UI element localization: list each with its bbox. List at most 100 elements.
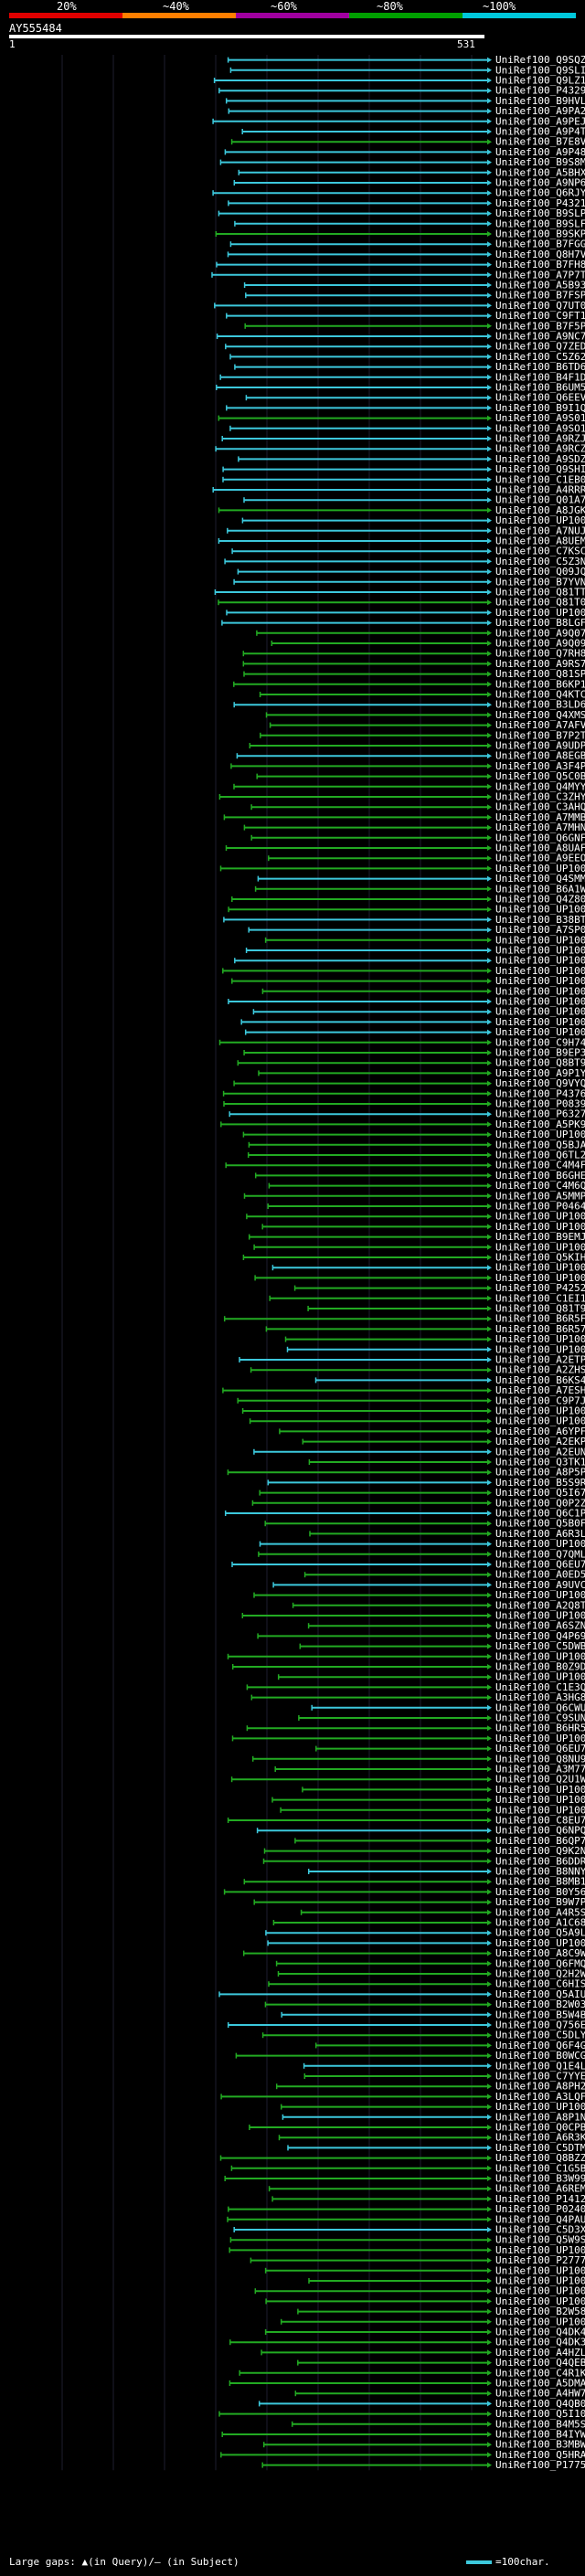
hit-label[interactable]: UniRef100_Q4SMM9 [495, 873, 585, 885]
hit-label[interactable]: UniRef100_A9PA24 [495, 105, 585, 117]
hit-label[interactable]: UniRef100_UP1000... [495, 1006, 585, 1018]
hit-label[interactable]: UniRef100_Q9SQZ1 [495, 54, 585, 66]
hit-label[interactable]: UniRef100_A8PH23 [495, 2081, 585, 2093]
hit-label[interactable]: UniRef100_A9NP61 [495, 177, 585, 189]
hit-label[interactable]: UniRef100_B2W581 [495, 2306, 585, 2317]
hit-label[interactable]: UniRef100_Q5HRA9 [495, 2449, 585, 2461]
hit-label[interactable]: UniRef100_B6UM57 [495, 382, 585, 394]
hit-label[interactable]: UniRef100_A5DMA7 [495, 2378, 585, 2390]
hit-label[interactable]: UniRef100_A7SP04 [495, 924, 585, 936]
hit-label[interactable]: UniRef100_A3HG84 [495, 1691, 585, 1703]
hit-label[interactable]: UniRef100_Q2U1W0 [495, 1774, 585, 1786]
hit-label[interactable]: UniRef100_A5BHX1 [495, 166, 585, 178]
hit-label[interactable]: UniRef100_UP1000... [495, 1589, 585, 1601]
hit-label[interactable]: UniRef100_UP1000... [495, 2101, 585, 2113]
hit-label[interactable]: UniRef100_Q6F4G7 [495, 2040, 585, 2051]
hit-label[interactable]: UniRef100_A5B935 [495, 280, 585, 292]
hit-label[interactable]: UniRef100_B0WCG2 [495, 2050, 585, 2062]
hit-label[interactable]: UniRef100_Q6FMQ4 [495, 1957, 585, 1969]
hit-label[interactable]: UniRef100_A2ETP2 [495, 1354, 585, 1366]
hit-label[interactable]: UniRef100_UP1000... [495, 965, 585, 977]
hit-label[interactable]: UniRef100_Q6RJY3 [495, 187, 585, 199]
hit-label[interactable]: UniRef100_C5DTM6 [495, 2142, 585, 2154]
hit-label[interactable]: UniRef100_Q6EU76 [495, 1559, 585, 1571]
hit-label[interactable]: UniRef100_P43768 [495, 1087, 585, 1099]
hit-label[interactable]: UniRef100_A2Q8T3 [495, 1599, 585, 1611]
hit-label[interactable]: UniRef100_B5W4B0 [495, 2009, 585, 2020]
hit-label[interactable]: UniRef100_Q4DK39 [495, 2337, 585, 2348]
hit-label[interactable]: UniRef100_UP1000... [495, 945, 585, 957]
hit-label[interactable]: UniRef100_B9SKPO [495, 228, 585, 240]
hit-label[interactable]: UniRef100_A8P1N0 [495, 2111, 585, 2123]
hit-label[interactable]: UniRef100_UP1000... [495, 1333, 585, 1345]
hit-label[interactable]: UniRef100_UP1000... [495, 1211, 585, 1223]
hit-label[interactable]: UniRef100_Q6C1P8 [495, 1508, 585, 1520]
hit-label[interactable]: UniRef100_UP1000... [495, 2295, 585, 2307]
hit-label[interactable]: UniRef100_A1C682 [495, 1917, 585, 1929]
hit-label[interactable]: UniRef100_C4R1K0 [495, 2367, 585, 2379]
hit-label[interactable]: UniRef100_Q5AIU0 [495, 1988, 585, 2000]
hit-label[interactable]: UniRef100_UP1000... [495, 2285, 585, 2297]
hit-label[interactable]: UniRef100_UP1000... [495, 607, 585, 619]
hit-label[interactable]: UniRef100_A9PEJ6 [495, 115, 585, 127]
hit-label[interactable]: UniRef100_Q4QB06 [495, 2398, 585, 2410]
hit-label[interactable]: UniRef100_Q8BT90 [495, 1057, 585, 1069]
hit-label[interactable]: UniRef100_Q5W9S8 [495, 2234, 585, 2246]
hit-label[interactable]: UniRef100_A9RS70 [495, 658, 585, 670]
hit-label[interactable]: UniRef100_A9S013 [495, 412, 585, 424]
hit-label[interactable]: UniRef100_A6SZN2 [495, 1620, 585, 1632]
hit-label[interactable]: UniRef100_B6TD60 [495, 361, 585, 373]
hit-label[interactable]: UniRef100_UP1000... [495, 863, 585, 875]
hit-label[interactable]: UniRef100_A3M776 [495, 1764, 585, 1776]
hit-label[interactable]: UniRef100_B5S9R2 [495, 1477, 585, 1489]
hit-label[interactable]: UniRef100_C9SUN2 [495, 1712, 585, 1724]
hit-label[interactable]: UniRef100_B0Y566 [495, 1886, 585, 1898]
hit-label[interactable]: UniRef100_Q9LZ17 [495, 75, 585, 87]
hit-label[interactable]: UniRef100_B3MBW0 [495, 2439, 585, 2451]
hit-label[interactable]: UniRef100_UP1000... [495, 985, 585, 997]
hit-label[interactable]: UniRef100_Q6TL29 [495, 1150, 585, 1161]
hit-label[interactable]: UniRef100_B4IYW4 [495, 2429, 585, 2441]
hit-label[interactable]: UniRef100_Q01A77 [495, 494, 585, 506]
hit-label[interactable]: UniRef100_C3AHQ9 [495, 801, 585, 813]
hit-label[interactable]: UniRef100_Q81TT1 [495, 587, 585, 599]
hit-label[interactable]: UniRef100_Q9VYQ6 [495, 1077, 585, 1089]
hit-label[interactable]: UniRef100_C5Z3N4 [495, 556, 585, 567]
hit-label[interactable]: UniRef100_A8C9W2 [495, 1947, 585, 1959]
hit-label[interactable]: UniRef100_B8MB17 [495, 1876, 585, 1888]
hit-label[interactable]: UniRef100_B6A1W3 [495, 883, 585, 895]
hit-label[interactable]: UniRef100_A9P1Y2 [495, 1067, 585, 1079]
hit-label[interactable]: UniRef100_Q81T02 [495, 597, 585, 609]
hit-label[interactable]: UniRef100_Q5I676 [495, 1487, 585, 1499]
hit-label[interactable]: UniRef100_UP1000... [495, 1272, 585, 1284]
hit-label[interactable]: UniRef100_UP1000... [495, 1343, 585, 1355]
hit-label[interactable]: UniRef100_UP1000... [495, 934, 585, 946]
hit-label[interactable]: UniRef100_Q756E6 [495, 2019, 585, 2031]
hit-label[interactable]: UniRef100_A8P5P3 [495, 1467, 585, 1479]
hit-label[interactable]: UniRef100_C7KSC2 [495, 546, 585, 557]
hit-label[interactable]: UniRef100_A7P7T1 [495, 269, 585, 281]
hit-label[interactable]: UniRef100_Q5I107 [495, 2408, 585, 2420]
hit-label[interactable]: UniRef100_B9I1Q1 [495, 402, 585, 414]
hit-label[interactable]: UniRef100_Q81SP1 [495, 668, 585, 680]
hit-label[interactable]: UniRef100_B4F1D1 [495, 371, 585, 383]
hit-label[interactable]: UniRef100_A3F4P3 [495, 760, 585, 772]
hit-label[interactable]: UniRef100_Q81T96 [495, 1303, 585, 1315]
hit-label[interactable]: UniRef100_P14127 [495, 2193, 585, 2205]
hit-label[interactable]: UniRef100_B7FH86 [495, 259, 585, 270]
hit-label[interactable]: UniRef100_Q6CWU3 [495, 1701, 585, 1713]
hit-label[interactable]: UniRef100_UP1000... [495, 955, 585, 967]
hit-label[interactable]: UniRef100_Q6EEV1 [495, 392, 585, 404]
hit-label[interactable]: UniRef100_UP1000... [495, 1610, 585, 1622]
hit-label[interactable]: UniRef100_A9Q076 [495, 627, 585, 639]
hit-label[interactable]: UniRef100_UP1000... [495, 904, 585, 916]
hit-label[interactable]: UniRef100_Q5C0B9 [495, 770, 585, 782]
hit-label[interactable]: UniRef100_B9S8M2 [495, 156, 585, 168]
hit-label[interactable]: UniRef100_C9H747 [495, 1036, 585, 1048]
hit-label[interactable]: UniRef100_Q7RH86 [495, 648, 585, 660]
hit-label[interactable]: UniRef100_A8UAF3 [495, 843, 585, 854]
hit-label[interactable]: UniRef100_B3LD68 [495, 699, 585, 711]
hit-label[interactable]: UniRef100_B6KP14 [495, 678, 585, 690]
hit-label[interactable]: UniRef100_B4M5S0 [495, 2418, 585, 2430]
hit-label[interactable]: UniRef100_B6DDR3 [495, 1855, 585, 1867]
